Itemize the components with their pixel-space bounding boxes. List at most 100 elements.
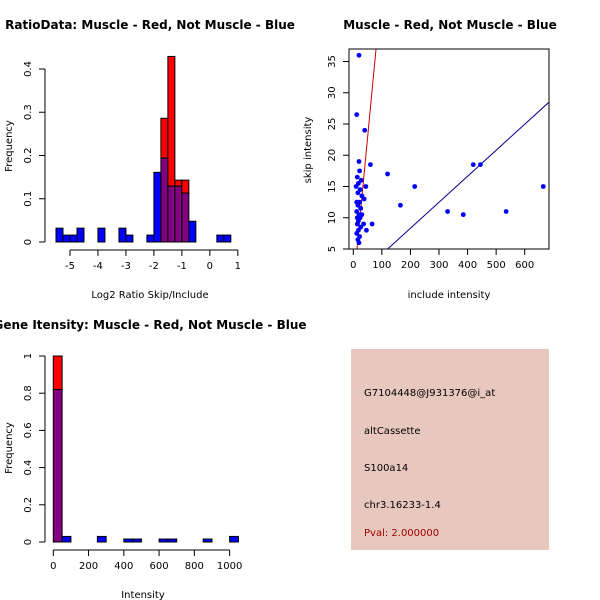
scatter-frame	[348, 48, 550, 250]
ratio-histogram-axes: -5 -4 -3 -2 -1 0 1 0 0.1 0.2 0.3 0.4	[23, 61, 241, 272]
hist-bar-not-muscle	[158, 538, 169, 543]
ratio-line	[356, 49, 377, 249]
ratio-histogram-bars	[55, 55, 232, 243]
hist-bar-not-muscle	[167, 538, 178, 543]
intensity-histogram-panel: Gene Itensity: Muscle - Red, Not Muscle …	[0, 318, 307, 600]
y-tick-label: 0	[23, 239, 34, 245]
x-tick-label: 600	[150, 561, 169, 572]
x-tick-label: 0	[350, 260, 356, 271]
scatter-clip-area	[353, 49, 549, 249]
info-gene-symbol: S100a14	[364, 463, 408, 474]
scatter-point	[354, 174, 360, 180]
y-tick-label: 35	[327, 55, 338, 68]
y-tick-label: 0.4	[23, 460, 34, 476]
y-tick-label: 30	[327, 86, 338, 99]
scatter-point	[356, 159, 362, 164]
scatter-point	[358, 205, 364, 211]
scatter-point	[358, 177, 364, 183]
scatter-point	[354, 112, 360, 118]
scatter-ylabel: skip intensity	[303, 117, 314, 184]
y-tick-label: 0.2	[23, 148, 34, 164]
y-tick-label: 20	[327, 149, 338, 162]
hist-bar-not-muscle	[132, 538, 142, 543]
scatter-point	[354, 221, 360, 227]
hist-bar-overlap	[181, 192, 190, 243]
y-tick-label: 10	[327, 211, 338, 224]
hist-bar-muscle	[160, 117, 169, 159]
scatter-point	[478, 162, 483, 168]
hist-bar-not-muscle	[123, 538, 134, 543]
hist-bar-not-muscle	[188, 220, 197, 243]
ratio-histogram-ylabel: Frequency	[4, 120, 15, 172]
info-pval: Pval: 2.000000	[364, 528, 439, 539]
info-event-type: altCassette	[364, 426, 421, 437]
info-probe-id: G7104448@J931376@i_at	[364, 388, 495, 399]
x-tick-label: 600	[515, 260, 534, 271]
ratio-histogram-xlabel: Log2 Ratio Skip/Include	[91, 290, 208, 301]
x-tick-label: 1000	[217, 561, 242, 572]
hist-bar-not-muscle	[146, 234, 155, 243]
scatter-point	[356, 240, 362, 246]
scatter-point	[470, 162, 476, 168]
y-tick-label: 0.8	[23, 385, 34, 401]
scatter-point	[412, 184, 418, 189]
scatter-plot-area: 0 100 200 300 400 500 600 5 10 15 20 25 30 35	[327, 48, 550, 271]
x-tick-label: 1	[235, 261, 241, 272]
intensity-histogram-xlabel: Intensity	[121, 590, 165, 600]
hist-bar-not-muscle	[97, 227, 106, 243]
scatter-point	[369, 221, 375, 227]
y-tick-label: 0.6	[23, 422, 34, 438]
scatter-point	[385, 171, 390, 177]
scatter-point	[361, 196, 367, 202]
y-tick-label: 0.1	[23, 191, 34, 207]
hist-bar-muscle	[167, 55, 176, 187]
scatter-point	[460, 212, 466, 218]
scatter-point	[445, 209, 450, 214]
scatter-point	[398, 202, 403, 208]
scatter-point	[540, 184, 546, 189]
scatter-point	[353, 184, 359, 189]
intensity-histogram-title: Gene Itensity: Muscle - Red, Not Muscle …	[0, 318, 307, 332]
scatter-point	[362, 127, 368, 133]
hist-bar-overlap	[174, 185, 183, 243]
hist-bar-not-muscle	[153, 171, 162, 243]
y-tick-label: 0.2	[23, 497, 34, 513]
hist-bar-not-muscle	[125, 234, 134, 243]
x-tick-label: -5	[65, 261, 75, 272]
hist-bar-not-muscle	[229, 535, 239, 543]
scatter-point	[355, 190, 361, 196]
scatter-point	[357, 168, 362, 174]
scatter-xlabel: include intensity	[408, 290, 491, 301]
x-tick-label: 800	[185, 561, 204, 572]
info-genomic-location: chr3.16233-1.4	[364, 500, 441, 511]
y-tick-label: 0	[23, 539, 34, 545]
ratio-histogram-panel: RatioData: Muscle - Red, Not Muscle - Bl…	[4, 18, 295, 301]
info-panel-background	[351, 349, 549, 550]
x-tick-label: 500	[487, 260, 506, 271]
y-tick-label: 15	[327, 180, 338, 193]
hist-bar-not-muscle	[96, 535, 107, 543]
hist-bar-overlap	[160, 157, 169, 243]
hist-bar-not-muscle	[62, 234, 71, 243]
x-tick-label: 400	[458, 260, 477, 271]
scatter-point	[355, 202, 361, 208]
hist-bar-not-muscle	[55, 227, 64, 243]
hist-bar-muscle	[174, 179, 183, 187]
scatter-point	[503, 209, 509, 214]
scatter-panel: Muscle - Red, Not Muscle - Blue include …	[303, 18, 557, 301]
scatter-point	[356, 52, 362, 58]
y-tick-label: 0.3	[23, 104, 34, 120]
x-tick-label: 300	[429, 260, 448, 271]
intensity-histogram-axes: 0 200 400 600 800 1000 0 0.2 0.4 0.6 0.8 1	[23, 353, 242, 572]
hist-bar-muscle	[181, 179, 190, 194]
scatter-point	[361, 221, 366, 227]
hist-bar-overlap	[52, 388, 63, 543]
x-tick-label: 400	[114, 561, 133, 572]
x-tick-label: -3	[121, 261, 131, 272]
info-panel: G7104448@J931376@i_at altCassette S100a1…	[351, 349, 549, 550]
hist-bar-overlap	[167, 185, 176, 243]
hist-bar-not-muscle	[202, 538, 213, 543]
hist-bar-not-muscle	[223, 234, 232, 243]
x-tick-label: -1	[177, 261, 187, 272]
